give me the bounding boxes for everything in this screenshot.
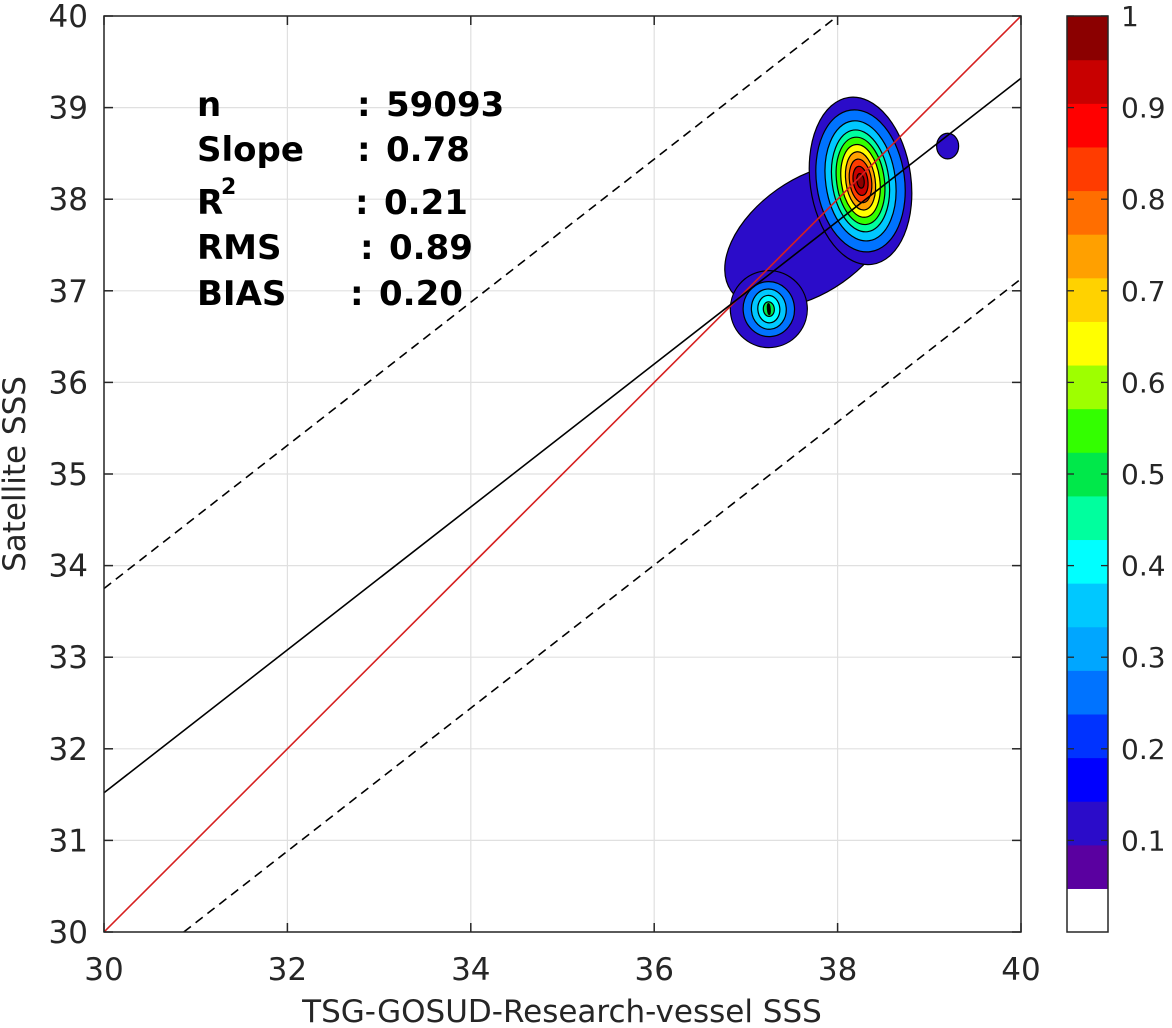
- colorbar-tick-label: 0.1: [1121, 824, 1166, 857]
- x-axis-label: TSG-GOSUD-Research-vessel SSS: [301, 994, 822, 1028]
- colorbar-tick-label: 0.3: [1121, 641, 1166, 674]
- colorbar-segment: [1067, 277, 1108, 322]
- colorbar-segment: [1067, 801, 1108, 846]
- stat-sep-rms: :: [360, 228, 374, 268]
- stat-label-rms: RMS: [197, 228, 282, 268]
- colorbar-tick-label: 1: [1121, 0, 1139, 33]
- stat-value-bias: 0.20: [379, 274, 463, 314]
- colorbar-segment: [1067, 234, 1108, 279]
- y-tick-label: 35: [49, 457, 88, 493]
- colorbar-segment: [1067, 190, 1108, 235]
- stat-label-n: n: [197, 85, 221, 125]
- stat-label-r2-sup: 2: [221, 175, 236, 200]
- colorbar-tick-label: 0.2: [1121, 733, 1166, 766]
- colorbar-segment: [1067, 146, 1108, 192]
- colorbar-segment: [1067, 103, 1108, 148]
- x-tick-label: 30: [84, 952, 123, 988]
- contour-peak-secondary-level-5: [766, 303, 771, 316]
- colorbar-segment: [1067, 59, 1108, 104]
- line-upper-bound: [104, 16, 839, 590]
- colorbar-segment: [1067, 364, 1108, 410]
- colorbar-tick-label: 0.6: [1121, 366, 1166, 399]
- stats-box: n : 59093 Slope : 0.78 R 2 : 0.21 RMS : …: [197, 85, 504, 314]
- y-tick-label: 39: [49, 91, 88, 127]
- stat-sep-n: :: [357, 85, 371, 125]
- grid: [103, 15, 1022, 933]
- colorbar-segment: [1067, 539, 1108, 584]
- x-tick-label: 32: [268, 952, 307, 988]
- colorbar-segment: [1067, 670, 1108, 715]
- x-tick-label: 34: [451, 952, 490, 988]
- stat-label-slope: Slope: [197, 130, 304, 170]
- y-tick-label: 31: [49, 823, 88, 859]
- colorbar-segment: [1067, 757, 1108, 802]
- contour-island: [936, 132, 960, 160]
- y-axis-label: Satellite SSS: [0, 376, 33, 572]
- colorbar-segment: [1067, 888, 1108, 933]
- axis-ticks: 30 32 34 36 38 40 30 31 32 33 34 35 36 37 38 39 40: [49, 0, 1041, 988]
- colorbar-segment: [1067, 713, 1108, 759]
- stat-value-r2: 0.21: [384, 183, 468, 223]
- x-tick-label: 38: [818, 952, 857, 988]
- stat-sep-bias: :: [350, 274, 364, 314]
- y-tick-label: 30: [49, 915, 88, 951]
- y-tick-label: 33: [49, 640, 88, 676]
- colorbar-tick-label: 0.5: [1121, 458, 1166, 491]
- reference-lines: [104, 16, 1021, 932]
- stat-label-bias: BIAS: [197, 274, 286, 314]
- colorbar-tick-label: 0.7: [1121, 275, 1166, 308]
- colorbar: 0.1 0.2 0.3 0.4 0.5 0.6 0.7 0.8 0.9 1: [1066, 0, 1166, 933]
- x-tick-label: 36: [634, 952, 673, 988]
- colorbar-segment: [1067, 321, 1108, 366]
- line-lower-bound: [183, 278, 1021, 932]
- y-tick-label: 40: [49, 0, 88, 35]
- colorbar-segment: [1067, 408, 1108, 453]
- colorbar-segment: [1067, 626, 1108, 671]
- stat-sep-slope: :: [357, 130, 371, 170]
- y-tick-label: 34: [49, 549, 88, 585]
- x-tick-label: 40: [1001, 952, 1040, 988]
- colorbar-tick-label: 0.4: [1121, 550, 1166, 583]
- stat-label-r2: R: [197, 183, 223, 223]
- stat-sep-r2: :: [355, 183, 369, 223]
- colorbar-segment: [1067, 844, 1108, 889]
- colorbar-tick-label: 0.8: [1121, 183, 1166, 216]
- y-tick-label: 38: [49, 182, 88, 218]
- colorbar-segment: [1067, 495, 1108, 541]
- stat-value-n: 59093: [386, 85, 504, 125]
- colorbar-tick-label: 0.9: [1121, 92, 1166, 125]
- stat-value-slope: 0.78: [386, 130, 470, 170]
- colorbar-segment: [1067, 583, 1108, 628]
- y-tick-label: 37: [49, 274, 88, 310]
- y-tick-label: 32: [49, 732, 88, 768]
- y-tick-label: 36: [49, 365, 88, 401]
- stat-value-rms: 0.89: [389, 228, 473, 268]
- density-contours: [724, 96, 960, 349]
- line-regression-fit: [104, 77, 1021, 794]
- line-one-to-one: [104, 16, 1021, 932]
- colorbar-segment: [1067, 16, 1108, 61]
